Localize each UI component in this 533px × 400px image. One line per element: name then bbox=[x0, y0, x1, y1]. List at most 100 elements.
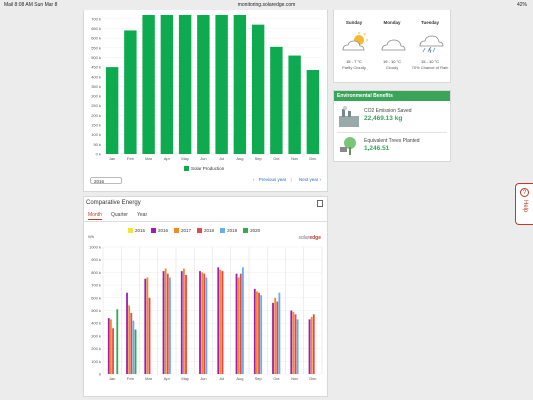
production-legend: Solar Production bbox=[184, 166, 225, 172]
bar[interactable] bbox=[107, 318, 110, 374]
bar[interactable] bbox=[205, 277, 208, 374]
tab-month[interactable]: Month bbox=[88, 212, 102, 220]
x-tick-label: Jul bbox=[219, 376, 224, 381]
bar[interactable] bbox=[296, 319, 299, 374]
legend-swatch bbox=[128, 228, 133, 234]
bar[interactable] bbox=[182, 268, 185, 374]
weather-panel: Sunday Monday Tuesday 15 - 7 °C 19 - 10 … bbox=[333, 10, 451, 83]
legend-item[interactable]: 2018 bbox=[197, 228, 215, 234]
bar[interactable] bbox=[112, 328, 114, 374]
previous-year-link[interactable]: ‹ Previous year bbox=[253, 177, 287, 182]
trees-label: Equivalent Trees Planted bbox=[364, 138, 420, 144]
legend-swatch bbox=[174, 228, 180, 234]
bar[interactable] bbox=[276, 301, 279, 374]
help-icon: ? bbox=[520, 188, 529, 197]
bar[interactable] bbox=[310, 316, 313, 374]
bar[interactable] bbox=[132, 320, 135, 374]
bar[interactable] bbox=[235, 273, 238, 374]
weather-temp-1: 15 - 7 °C bbox=[346, 59, 362, 64]
tab-quarter[interactable]: Quarter bbox=[111, 212, 128, 218]
bar[interactable] bbox=[253, 288, 256, 374]
y-tick-label: 500 k bbox=[91, 308, 101, 313]
bar[interactable] bbox=[278, 292, 281, 374]
bar[interactable] bbox=[239, 273, 242, 374]
tree-icon bbox=[340, 137, 356, 155]
bar[interactable] bbox=[134, 329, 137, 374]
help-tab[interactable]: ? Help bbox=[515, 183, 533, 225]
bar[interactable] bbox=[215, 15, 228, 154]
bar[interactable] bbox=[242, 267, 244, 374]
legend-item[interactable]: 2019 bbox=[220, 228, 237, 234]
bar[interactable] bbox=[124, 30, 137, 155]
bar[interactable] bbox=[290, 310, 293, 375]
legend-label: 2018 bbox=[204, 228, 215, 233]
bar[interactable] bbox=[197, 15, 210, 154]
x-tick-label: Dec bbox=[309, 376, 316, 381]
bar[interactable] bbox=[312, 314, 315, 374]
bar[interactable] bbox=[142, 15, 155, 154]
bar[interactable] bbox=[126, 292, 128, 374]
bar[interactable] bbox=[199, 271, 201, 374]
bar[interactable] bbox=[217, 267, 220, 374]
bar[interactable] bbox=[105, 67, 119, 154]
year-select[interactable]: 2016 bbox=[90, 177, 122, 184]
bar[interactable] bbox=[255, 291, 258, 374]
bar[interactable] bbox=[109, 319, 112, 374]
status-left: Mail 8:08 AM Sun Mar 8 bbox=[4, 2, 58, 8]
bar[interactable] bbox=[219, 269, 222, 374]
weather-day-3: Tuesday bbox=[421, 20, 439, 25]
y-tick-label: 0 k bbox=[96, 152, 101, 157]
export-icon[interactable] bbox=[317, 200, 323, 207]
bar[interactable] bbox=[164, 268, 167, 374]
bar[interactable] bbox=[306, 70, 320, 154]
bar[interactable] bbox=[288, 55, 301, 154]
bar[interactable] bbox=[203, 273, 206, 374]
legend-label: Solar Production bbox=[191, 166, 225, 171]
legend-item[interactable]: 2016 bbox=[151, 228, 168, 234]
bar[interactable] bbox=[292, 311, 295, 374]
bar[interactable] bbox=[251, 24, 265, 155]
bar[interactable] bbox=[258, 292, 260, 374]
legend-item[interactable]: 2017 bbox=[174, 228, 191, 234]
previous-year-label: Previous year bbox=[258, 177, 287, 182]
x-tick-label: Dec bbox=[309, 156, 316, 161]
legend-item[interactable]: 2020 bbox=[243, 228, 260, 234]
bar[interactable] bbox=[160, 15, 174, 154]
bar[interactable] bbox=[185, 274, 187, 374]
tab-year[interactable]: Year bbox=[137, 212, 148, 218]
bar[interactable] bbox=[294, 314, 297, 374]
weather-desc-3: 70% Chance of Rain bbox=[411, 65, 449, 70]
y-tick-label: 350 k bbox=[91, 84, 101, 89]
bar[interactable] bbox=[169, 277, 171, 374]
unit-label: Wh bbox=[88, 234, 94, 239]
bar[interactable] bbox=[180, 271, 183, 374]
bar[interactable] bbox=[272, 302, 274, 374]
bar[interactable] bbox=[270, 46, 283, 154]
bar[interactable] bbox=[130, 313, 133, 374]
bar[interactable] bbox=[221, 271, 224, 374]
bar[interactable] bbox=[148, 297, 151, 374]
co2-value: 22,469.13 kg bbox=[364, 115, 403, 122]
bar[interactable] bbox=[146, 277, 149, 374]
bar[interactable] bbox=[237, 277, 240, 374]
x-tick-label: Nov bbox=[291, 376, 298, 381]
y-tick-label: 1000 k bbox=[89, 245, 101, 250]
bar[interactable] bbox=[308, 319, 311, 374]
x-tick-label: Feb bbox=[127, 376, 135, 381]
bar[interactable] bbox=[128, 305, 131, 374]
legend-swatch bbox=[151, 228, 157, 234]
legend-item[interactable]: 2015 bbox=[128, 228, 145, 234]
bar[interactable] bbox=[201, 272, 204, 374]
bar[interactable] bbox=[233, 15, 247, 154]
bar[interactable] bbox=[116, 309, 119, 374]
bar[interactable] bbox=[162, 271, 165, 374]
bar[interactable] bbox=[166, 273, 169, 374]
bar[interactable] bbox=[178, 15, 192, 154]
address-url[interactable]: monitoring.solaredge.com bbox=[237, 2, 296, 8]
bar[interactable] bbox=[260, 295, 263, 374]
y-tick-label: 250 k bbox=[91, 103, 101, 108]
bar[interactable] bbox=[144, 278, 147, 374]
next-year-link[interactable]: Next year › bbox=[298, 177, 321, 182]
bar[interactable] bbox=[274, 297, 277, 374]
y-tick-label: 900 k bbox=[91, 257, 101, 262]
